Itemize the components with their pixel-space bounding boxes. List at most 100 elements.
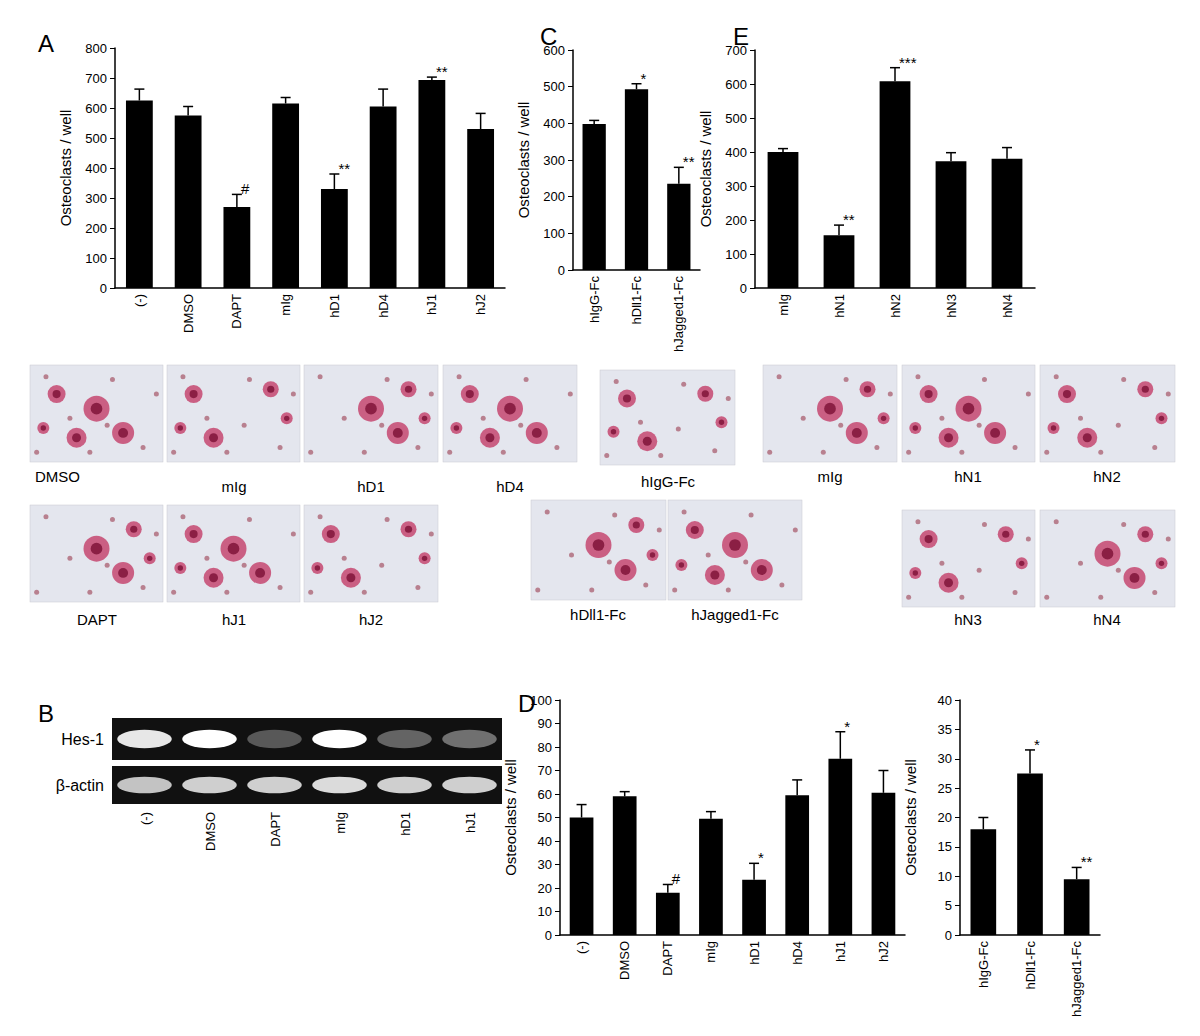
svg-text:hD4: hD4 <box>790 941 805 965</box>
svg-text:200: 200 <box>543 189 565 204</box>
svg-text:***: *** <box>899 54 917 71</box>
svg-text:100: 100 <box>725 247 747 262</box>
svg-text:**: ** <box>683 153 695 170</box>
svg-text:25: 25 <box>938 781 952 796</box>
svg-text:hIgG-Fc: hIgG-Fc <box>976 941 991 988</box>
svg-text:30: 30 <box>538 857 552 872</box>
svg-text:0: 0 <box>558 263 565 278</box>
svg-text:**: ** <box>436 63 448 80</box>
svg-text:600: 600 <box>725 77 747 92</box>
svg-text:hJ1: hJ1 <box>222 611 246 628</box>
svg-text:mIg: mIg <box>333 812 348 834</box>
svg-text:A: A <box>38 30 54 57</box>
svg-text:15: 15 <box>938 839 952 854</box>
svg-text:90: 90 <box>538 716 552 731</box>
svg-text:(-): (-) <box>138 812 153 825</box>
svg-text:hD1: hD1 <box>327 294 342 318</box>
svg-text:DAPT: DAPT <box>77 611 117 628</box>
svg-text:hJagged1-Fc: hJagged1-Fc <box>1069 941 1084 1017</box>
svg-text:700: 700 <box>85 71 107 86</box>
svg-text:DMSO: DMSO <box>35 468 80 485</box>
svg-text:Hes-1: Hes-1 <box>61 731 104 748</box>
svg-text:hJ1: hJ1 <box>833 941 848 962</box>
svg-text:0: 0 <box>740 281 747 296</box>
svg-text:C: C <box>540 23 557 50</box>
svg-text:50: 50 <box>538 810 552 825</box>
svg-text:5: 5 <box>945 898 952 913</box>
svg-text:600: 600 <box>543 43 565 58</box>
svg-text:35: 35 <box>938 722 952 737</box>
svg-text:#: # <box>241 180 250 197</box>
svg-text:80: 80 <box>538 740 552 755</box>
svg-text:hN2: hN2 <box>888 294 903 318</box>
svg-text:hJagged1-Fc: hJagged1-Fc <box>671 276 686 352</box>
svg-text:100: 100 <box>530 693 552 708</box>
svg-text:0: 0 <box>100 281 107 296</box>
svg-text:400: 400 <box>725 145 747 160</box>
svg-text:**: ** <box>1081 853 1093 870</box>
svg-text:Osteoclasts / well: Osteoclasts / well <box>502 759 519 876</box>
svg-text:40: 40 <box>538 834 552 849</box>
svg-text:hN2: hN2 <box>1093 468 1121 485</box>
svg-text:hJ1: hJ1 <box>424 294 439 315</box>
svg-text:500: 500 <box>543 79 565 94</box>
svg-text:hN1: hN1 <box>954 468 982 485</box>
svg-text:hJ1: hJ1 <box>463 812 478 833</box>
svg-text:700: 700 <box>725 43 747 58</box>
svg-text:hJagged1-Fc: hJagged1-Fc <box>691 606 779 623</box>
svg-text:hN4: hN4 <box>1000 294 1015 318</box>
svg-text:DAPT: DAPT <box>229 294 244 329</box>
svg-text:hN1: hN1 <box>832 294 847 318</box>
svg-text:300: 300 <box>543 153 565 168</box>
svg-text:hD4: hD4 <box>496 478 524 495</box>
svg-text:10: 10 <box>938 869 952 884</box>
svg-text:Osteoclasts / well: Osteoclasts / well <box>697 111 714 228</box>
svg-text:B: B <box>38 700 54 727</box>
svg-text:400: 400 <box>543 116 565 131</box>
svg-text:400: 400 <box>85 161 107 176</box>
svg-text:Osteoclasts / well: Osteoclasts / well <box>902 759 919 876</box>
svg-text:mIg: mIg <box>817 468 842 485</box>
svg-text:300: 300 <box>725 179 747 194</box>
svg-text:hIgG-Fc: hIgG-Fc <box>587 276 602 323</box>
svg-text:#: # <box>672 870 681 887</box>
svg-text:0: 0 <box>545 928 552 943</box>
svg-text:hDll1-Fc: hDll1-Fc <box>570 606 626 623</box>
svg-text:*: * <box>641 70 647 87</box>
svg-text:hD1: hD1 <box>747 941 762 965</box>
svg-text:mIg: mIg <box>221 478 246 495</box>
svg-text:40: 40 <box>938 693 952 708</box>
svg-text:hDll1-Fc: hDll1-Fc <box>629 276 644 325</box>
svg-text:600: 600 <box>85 101 107 116</box>
svg-text:hD1: hD1 <box>357 478 385 495</box>
svg-text:500: 500 <box>85 131 107 146</box>
svg-text:Osteoclasts / well: Osteoclasts / well <box>57 110 74 227</box>
svg-text:D: D <box>518 690 535 717</box>
svg-text:hJ2: hJ2 <box>473 294 488 315</box>
svg-text:*: * <box>844 718 850 735</box>
svg-text:hD1: hD1 <box>398 812 413 836</box>
svg-text:hIgG-Fc: hIgG-Fc <box>641 473 696 490</box>
svg-text:60: 60 <box>538 787 552 802</box>
svg-text:0: 0 <box>945 928 952 943</box>
svg-text:300: 300 <box>85 191 107 206</box>
svg-text:30: 30 <box>938 751 952 766</box>
svg-text:*: * <box>758 849 764 866</box>
svg-text:DMSO: DMSO <box>181 294 196 333</box>
svg-text:hN4: hN4 <box>1093 611 1121 628</box>
svg-text:(-): (-) <box>132 294 147 307</box>
svg-text:hN3: hN3 <box>954 611 982 628</box>
svg-text:100: 100 <box>85 251 107 266</box>
svg-text:hN3: hN3 <box>944 294 959 318</box>
svg-text:Osteoclasts / well: Osteoclasts / well <box>515 102 532 219</box>
svg-text:100: 100 <box>543 226 565 241</box>
svg-text:hD4: hD4 <box>376 294 391 318</box>
svg-text:**: ** <box>338 160 350 177</box>
svg-text:β-actin: β-actin <box>56 777 104 794</box>
svg-text:20: 20 <box>938 810 952 825</box>
svg-text:hDll1-Fc: hDll1-Fc <box>1023 941 1038 990</box>
svg-text:hJ2: hJ2 <box>359 611 383 628</box>
svg-text:*: * <box>1034 736 1040 753</box>
svg-text:E: E <box>733 23 749 50</box>
svg-text:70: 70 <box>538 763 552 778</box>
